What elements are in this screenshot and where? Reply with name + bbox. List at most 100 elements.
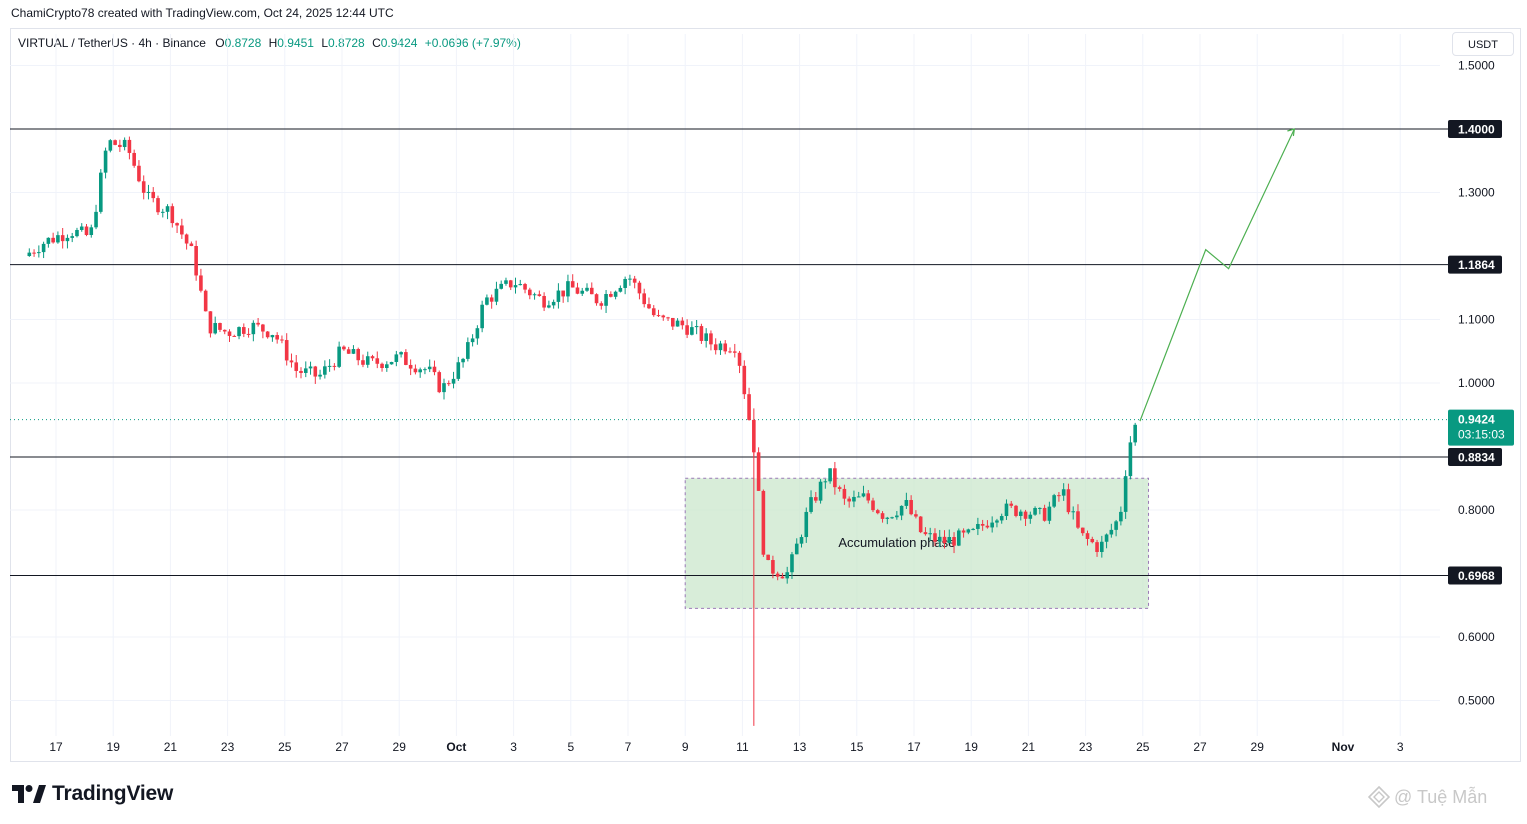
candle-body[interactable] <box>561 290 565 297</box>
candle-body[interactable] <box>108 140 113 151</box>
candle-body[interactable] <box>589 287 594 295</box>
candle-body[interactable] <box>103 150 108 173</box>
candle-body[interactable] <box>470 338 475 343</box>
candle-body[interactable] <box>199 275 203 291</box>
candle-body[interactable] <box>1090 538 1095 543</box>
candle-body[interactable] <box>933 533 937 542</box>
candle-body[interactable] <box>1018 511 1023 516</box>
candle-body[interactable] <box>399 352 403 355</box>
candle-body[interactable] <box>60 235 65 242</box>
candle-body[interactable] <box>675 320 680 327</box>
candle-body[interactable] <box>27 252 32 256</box>
candle-body[interactable] <box>1047 506 1052 521</box>
candle-body[interactable] <box>647 304 651 309</box>
candle-body[interactable] <box>451 378 456 384</box>
candle-body[interactable] <box>265 331 270 338</box>
candle-body[interactable] <box>847 498 851 502</box>
candle-body[interactable] <box>51 237 55 243</box>
candle-body[interactable] <box>542 295 546 308</box>
candle-body[interactable] <box>990 522 994 528</box>
candle-body[interactable] <box>761 490 766 555</box>
candle-body[interactable] <box>852 496 856 502</box>
candle-body[interactable] <box>637 282 642 294</box>
candle-body[interactable] <box>732 351 737 353</box>
candle-body[interactable] <box>685 325 689 335</box>
candle-body[interactable] <box>551 301 556 306</box>
candle-body[interactable] <box>656 315 661 317</box>
candle-body[interactable] <box>523 284 527 290</box>
candle-body[interactable] <box>999 516 1004 521</box>
candle-body[interactable] <box>547 305 551 308</box>
candle-body[interactable] <box>985 525 990 528</box>
candle-body[interactable] <box>728 351 732 353</box>
candle-body[interactable] <box>909 500 913 515</box>
candle-body[interactable] <box>809 497 813 512</box>
candle-body[interactable] <box>485 297 489 305</box>
candle-body[interactable] <box>871 500 875 511</box>
candle-body[interactable] <box>208 311 213 334</box>
candle-body[interactable] <box>861 493 866 497</box>
candle-body[interactable] <box>666 317 670 319</box>
candle-body[interactable] <box>766 554 770 561</box>
candle-body[interactable] <box>232 335 237 337</box>
candle-body[interactable] <box>1080 527 1085 534</box>
symbol-name[interactable]: VIRTUAL / TetherUS · 4h · Binance <box>18 36 206 50</box>
candle-body[interactable] <box>742 365 747 395</box>
candle-body[interactable] <box>718 343 723 351</box>
candle-body[interactable] <box>56 235 60 243</box>
candle-body[interactable] <box>499 283 504 289</box>
candle-body[interactable] <box>84 226 89 235</box>
currency-button[interactable]: USDT <box>1452 32 1514 56</box>
candle-body[interactable] <box>833 468 837 488</box>
candle-body[interactable] <box>995 520 999 523</box>
candle-body[interactable] <box>528 289 532 296</box>
candle-body[interactable] <box>303 368 308 373</box>
candle-body[interactable] <box>280 339 284 341</box>
candle-body[interactable] <box>837 487 842 489</box>
candle-body[interactable] <box>575 287 580 294</box>
candle-body[interactable] <box>632 278 637 283</box>
candle-body[interactable] <box>651 308 656 316</box>
candle-body[interactable] <box>466 342 470 359</box>
candle-body[interactable] <box>146 191 151 193</box>
candle-body[interactable] <box>918 516 923 533</box>
candle-body[interactable] <box>75 229 79 237</box>
candle-body[interactable] <box>94 211 98 228</box>
candle-body[interactable] <box>518 284 523 286</box>
candle-body[interactable] <box>790 554 794 573</box>
candle-body[interactable] <box>175 223 179 226</box>
candle-body[interactable] <box>494 288 499 302</box>
candle-body[interactable] <box>189 243 194 247</box>
candle-body[interactable] <box>623 278 627 288</box>
candle-body[interactable] <box>914 514 918 517</box>
candle-body[interactable] <box>756 452 761 491</box>
candle-body[interactable] <box>1009 503 1014 506</box>
candle-body[interactable] <box>1100 541 1104 552</box>
candle-body[interactable] <box>242 327 246 334</box>
candle-body[interactable] <box>513 285 518 288</box>
candle-body[interactable] <box>370 356 375 359</box>
candle-body[interactable] <box>437 372 442 393</box>
candle-body[interactable] <box>885 517 890 519</box>
candle-body[interactable] <box>294 362 299 371</box>
candle-body[interactable] <box>356 349 361 361</box>
candle-body[interactable] <box>461 358 465 363</box>
candle-body[interactable] <box>1123 476 1128 512</box>
candle-body[interactable] <box>604 294 608 306</box>
candle-body[interactable] <box>1033 507 1037 515</box>
candle-body[interactable] <box>351 349 356 354</box>
candle-body[interactable] <box>771 560 775 574</box>
candle-body[interactable] <box>775 573 780 577</box>
candle-body[interactable] <box>952 537 956 546</box>
candle-body[interactable] <box>32 252 36 254</box>
candle-body[interactable] <box>132 152 136 166</box>
candle-body[interactable] <box>456 362 461 379</box>
candle-body[interactable] <box>432 366 437 373</box>
candle-body[interactable] <box>342 346 346 350</box>
candle-body[interactable] <box>418 369 422 373</box>
candle-body[interactable] <box>408 364 413 369</box>
candle-body[interactable] <box>227 331 232 336</box>
candle-body[interactable] <box>961 530 966 533</box>
candle-body[interactable] <box>251 322 256 335</box>
candle-body[interactable] <box>747 394 751 420</box>
